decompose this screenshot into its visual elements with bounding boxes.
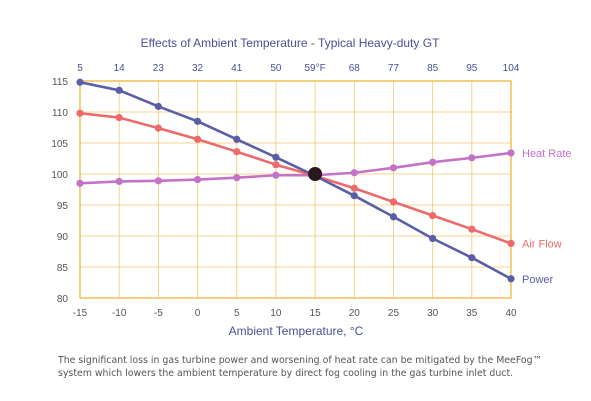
top-tick-label: 50 [270,63,282,74]
data-point-heat-rate [154,177,162,185]
x-tick-label: 30 [427,308,439,319]
x-tick-label: 10 [270,308,282,319]
data-point-air-flow [115,113,123,122]
grid [80,81,511,298]
data-point-air-flow [154,124,162,132]
data-point-power [115,86,123,94]
y-tick-label: 110 [52,108,68,119]
y-tick-label: 115 [52,77,68,88]
data-point-air-flow [233,148,241,156]
data-point-heat-rate [76,179,84,187]
caption: The significant loss in gas turbine powe… [58,354,558,380]
top-axis-fahrenheit: 5 14 23 32 41 50 59°F 68 77 85 95 104 [77,63,520,74]
x-tick-label: -15 [73,308,88,319]
series-line-air-flow [79,111,512,245]
x-tick-label: 25 [388,308,400,319]
data-point-power [154,102,162,111]
x-tick-label: -5 [154,308,163,319]
plot-frame [79,80,512,299]
series-line-power [79,80,512,280]
data-point-heat-rate [115,177,123,186]
y-axis: 80 85 90 95 100 105 110 115 [51,77,68,305]
top-tick-label: 5 [77,63,83,74]
x-tick-label: 40 [505,308,517,319]
top-tick-label: 85 [427,63,439,74]
data-point-air-flow [507,239,515,248]
data-point-power [350,192,358,200]
top-tick-label: 59°F [304,63,325,74]
top-tick-label: 23 [153,63,165,74]
series-label-air-flow: Air Flow [522,238,562,250]
series-label-power: Power [522,274,554,286]
series-labels: Heat Rate Air Flow Power [522,148,572,286]
chart-title: Effects of Ambient Temperature - Typical… [141,36,440,50]
data-point-heat-rate [233,174,241,182]
caption-line-2: system which lowers the ambient temperat… [58,368,514,379]
series-line-heat-rate [79,151,512,185]
data-point-air-flow [468,225,476,233]
caption-line-1: The significant loss in gas turbine powe… [58,355,542,366]
x-tick-label: 15 [310,308,322,319]
data-point-power [507,275,515,283]
x-axis: -15 -10 -5 0 5 10 15 20 25 30 35 40 [73,308,517,319]
y-tick-label: 85 [57,263,69,274]
data-point-heat-rate [468,154,476,162]
series-label-heat-rate: Heat Rate [522,148,572,160]
data-point-power [76,78,84,86]
x-tick-label: 20 [349,308,361,319]
data-point-air-flow [429,211,437,220]
top-tick-label: 32 [192,63,204,74]
x-axis-title: Ambient Temperature, °C [229,324,364,338]
x-tick-label: 5 [234,308,240,319]
data-point-heat-rate [389,164,398,172]
data-point-heat-rate [193,175,202,184]
data-point-air-flow [272,161,280,169]
top-tick-label: 41 [231,63,243,74]
data-point-air-flow [76,109,84,117]
data-point-power [389,213,398,221]
x-tick-label: 0 [195,308,201,319]
top-tick-label: 68 [349,63,361,74]
series-group [76,78,515,283]
data-point-heat-rate [350,169,358,177]
data-point-power [233,135,241,143]
y-tick-label: 90 [57,232,69,243]
data-point-air-flow [193,135,202,143]
y-tick-label: 95 [57,201,69,212]
data-point-power [468,254,476,262]
data-point-heat-rate [429,158,437,166]
top-tick-label: 14 [114,63,126,74]
reference-point [308,167,323,181]
data-point-heat-rate [507,149,515,157]
data-point-air-flow [350,184,358,192]
data-point-power [272,153,280,161]
data-point-power [429,234,437,243]
x-tick-label: 35 [466,308,478,319]
top-tick-label: 95 [466,63,478,74]
data-point-heat-rate [272,171,280,179]
data-point-power [193,117,202,125]
top-tick-label: 104 [503,63,520,74]
x-tick-label: -10 [112,308,127,319]
top-tick-label: 77 [388,63,400,74]
y-tick-label: 80 [57,294,69,305]
y-tick-label: 100 [51,170,68,181]
data-point-air-flow [389,198,398,206]
y-tick-label: 105 [51,139,68,150]
